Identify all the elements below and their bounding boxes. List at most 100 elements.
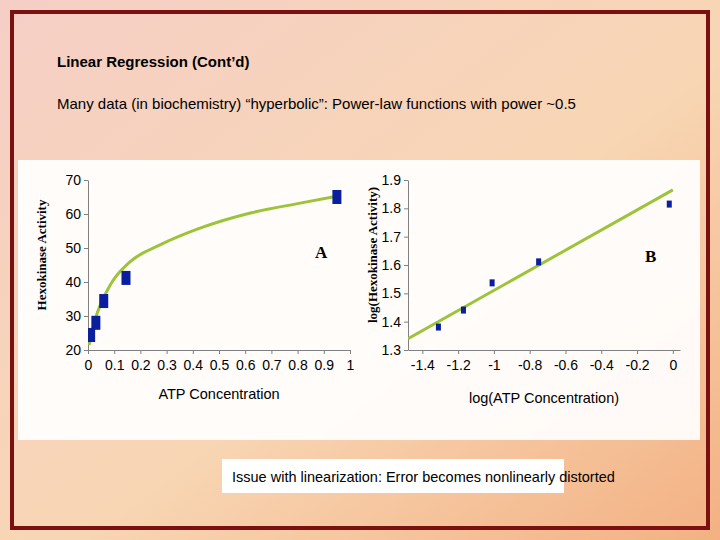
y-tick-mark <box>84 248 88 249</box>
x-tick-mark <box>245 350 246 354</box>
x-axis: 0 0.1 0.2 0.3 0.4 0.5 0.6 0.7 0.8 0.9 1 <box>85 350 355 373</box>
y-axis: 1.31.41.51.61.71.81.9 <box>382 172 409 358</box>
data-point <box>436 324 441 331</box>
x-tick: 0.8 <box>288 350 308 373</box>
x-tick: -1.4 <box>411 350 435 373</box>
fit-line <box>89 196 338 345</box>
x-tick-label: 0.8 <box>288 357 308 373</box>
data-point <box>667 201 672 208</box>
x-tick-mark <box>565 350 566 354</box>
y-tick: 1.5 <box>382 285 408 301</box>
x-tick-mark <box>673 350 674 354</box>
x-tick-label: 0.9 <box>315 357 335 373</box>
y-tick-label: 70 <box>65 172 81 188</box>
slide-title: Linear Regression (Cont’d) <box>57 53 250 70</box>
chart-panel <box>18 160 700 440</box>
x-tick-label: -0.8 <box>518 357 542 373</box>
y-tick-label: 30 <box>65 308 81 324</box>
data-point <box>99 294 108 308</box>
x-tick-mark <box>140 350 141 354</box>
x-tick: 0.9 <box>315 350 335 373</box>
x-axis-title: ATP Concentration <box>158 386 279 402</box>
y-tick: 50 <box>65 240 88 256</box>
y-tick-label: 1.4 <box>382 314 402 330</box>
x-tick-mark <box>88 350 89 354</box>
y-tick-mark <box>404 322 408 323</box>
data-point <box>461 307 466 314</box>
y-tick-mark <box>404 350 408 351</box>
x-tick: 0.6 <box>236 350 256 373</box>
x-tick-mark <box>530 350 531 354</box>
y-tick-label: 20 <box>65 342 81 358</box>
frame <box>12 12 708 528</box>
x-tick-mark <box>601 350 602 354</box>
y-axis-title: log(Hexokinase Activity) <box>365 187 380 323</box>
background <box>0 0 720 540</box>
x-tick: 0.3 <box>157 350 177 373</box>
y-tick-label: 1.6 <box>382 257 402 273</box>
panel-label: A <box>315 243 328 262</box>
x-tick: -0.4 <box>590 350 614 373</box>
y-axis-title: Hexokinase Activity <box>34 199 49 310</box>
y-tick: 30 <box>65 308 88 324</box>
x-tick-label: 0 <box>669 357 677 373</box>
x-tick-label: -1.2 <box>447 357 471 373</box>
y-tick: 40 <box>65 274 88 290</box>
x-tick: -0.2 <box>625 350 649 373</box>
x-tick-mark <box>167 350 168 354</box>
y-tick-label: 1.7 <box>382 229 402 245</box>
y-tick-label: 1.9 <box>382 172 402 188</box>
y-tick-mark <box>84 316 88 317</box>
x-tick-mark <box>494 350 495 354</box>
x-tick-label: 0 <box>85 357 93 373</box>
y-tick: 1.6 <box>382 257 408 273</box>
y-tick: 1.3 <box>382 342 408 358</box>
x-tick-label: -1.4 <box>411 357 435 373</box>
x-tick-mark <box>219 350 220 354</box>
x-tick-label: 1 <box>347 357 355 373</box>
x-tick: -1.2 <box>447 350 471 373</box>
x-tick-label: -0.2 <box>625 357 649 373</box>
x-tick-mark <box>298 350 299 354</box>
y-tick: 1.4 <box>382 314 408 330</box>
data-point <box>536 258 541 265</box>
y-tick-mark <box>404 180 408 181</box>
x-tick-label: -0.6 <box>554 357 578 373</box>
y-tick: 70 <box>65 172 88 188</box>
plot-area <box>408 190 673 339</box>
chart: -1.4 -1.2 -1 -0.8 -0.6 -0.4 -0.2 0 1.3 1.4 1.5 1.6 1… <box>365 172 681 406</box>
y-tick-label: 1.5 <box>382 285 402 301</box>
y-tick-mark <box>404 208 408 209</box>
y-tick-mark <box>404 293 408 294</box>
x-tick: -0.8 <box>518 350 542 373</box>
x-tick-mark <box>271 350 272 354</box>
y-tick: 1.9 <box>382 172 408 188</box>
chart: 0 0.1 0.2 0.3 0.4 0.5 0.6 0.7 0.8 0.9 1 20 30 40 50 60 7… <box>34 172 355 402</box>
y-tick-mark <box>404 265 408 266</box>
x-tick-mark <box>324 350 325 354</box>
x-tick: 0 <box>85 350 93 373</box>
y-tick-label: 50 <box>65 240 81 256</box>
y-tick: 20 <box>65 342 88 358</box>
x-axis-line <box>409 350 681 351</box>
y-tick-label: 60 <box>65 206 81 222</box>
x-tick-label: -1 <box>488 357 501 373</box>
y-axis-line <box>88 181 89 351</box>
x-tick-label: 0.7 <box>262 357 282 373</box>
x-tick-label: 0.6 <box>236 357 256 373</box>
data-point <box>490 279 495 286</box>
x-tick: 0.4 <box>184 350 204 373</box>
y-tick-mark <box>404 237 408 238</box>
x-tick-mark <box>114 350 115 354</box>
slide-subtitle: Many data (in biochemistry) “hyperbolic”… <box>57 95 576 112</box>
x-tick-label: 0.5 <box>210 357 230 373</box>
y-tick-label: 40 <box>65 274 81 290</box>
data-point <box>88 328 95 342</box>
x-tick: 0.7 <box>262 350 282 373</box>
footnote: Issue with linearization: Error becomes … <box>232 469 615 485</box>
y-tick-mark <box>84 350 88 351</box>
x-tick: 0.1 <box>105 350 125 373</box>
data-point <box>121 271 130 285</box>
x-tick: 0.2 <box>131 350 151 373</box>
y-tick: 60 <box>65 206 88 222</box>
